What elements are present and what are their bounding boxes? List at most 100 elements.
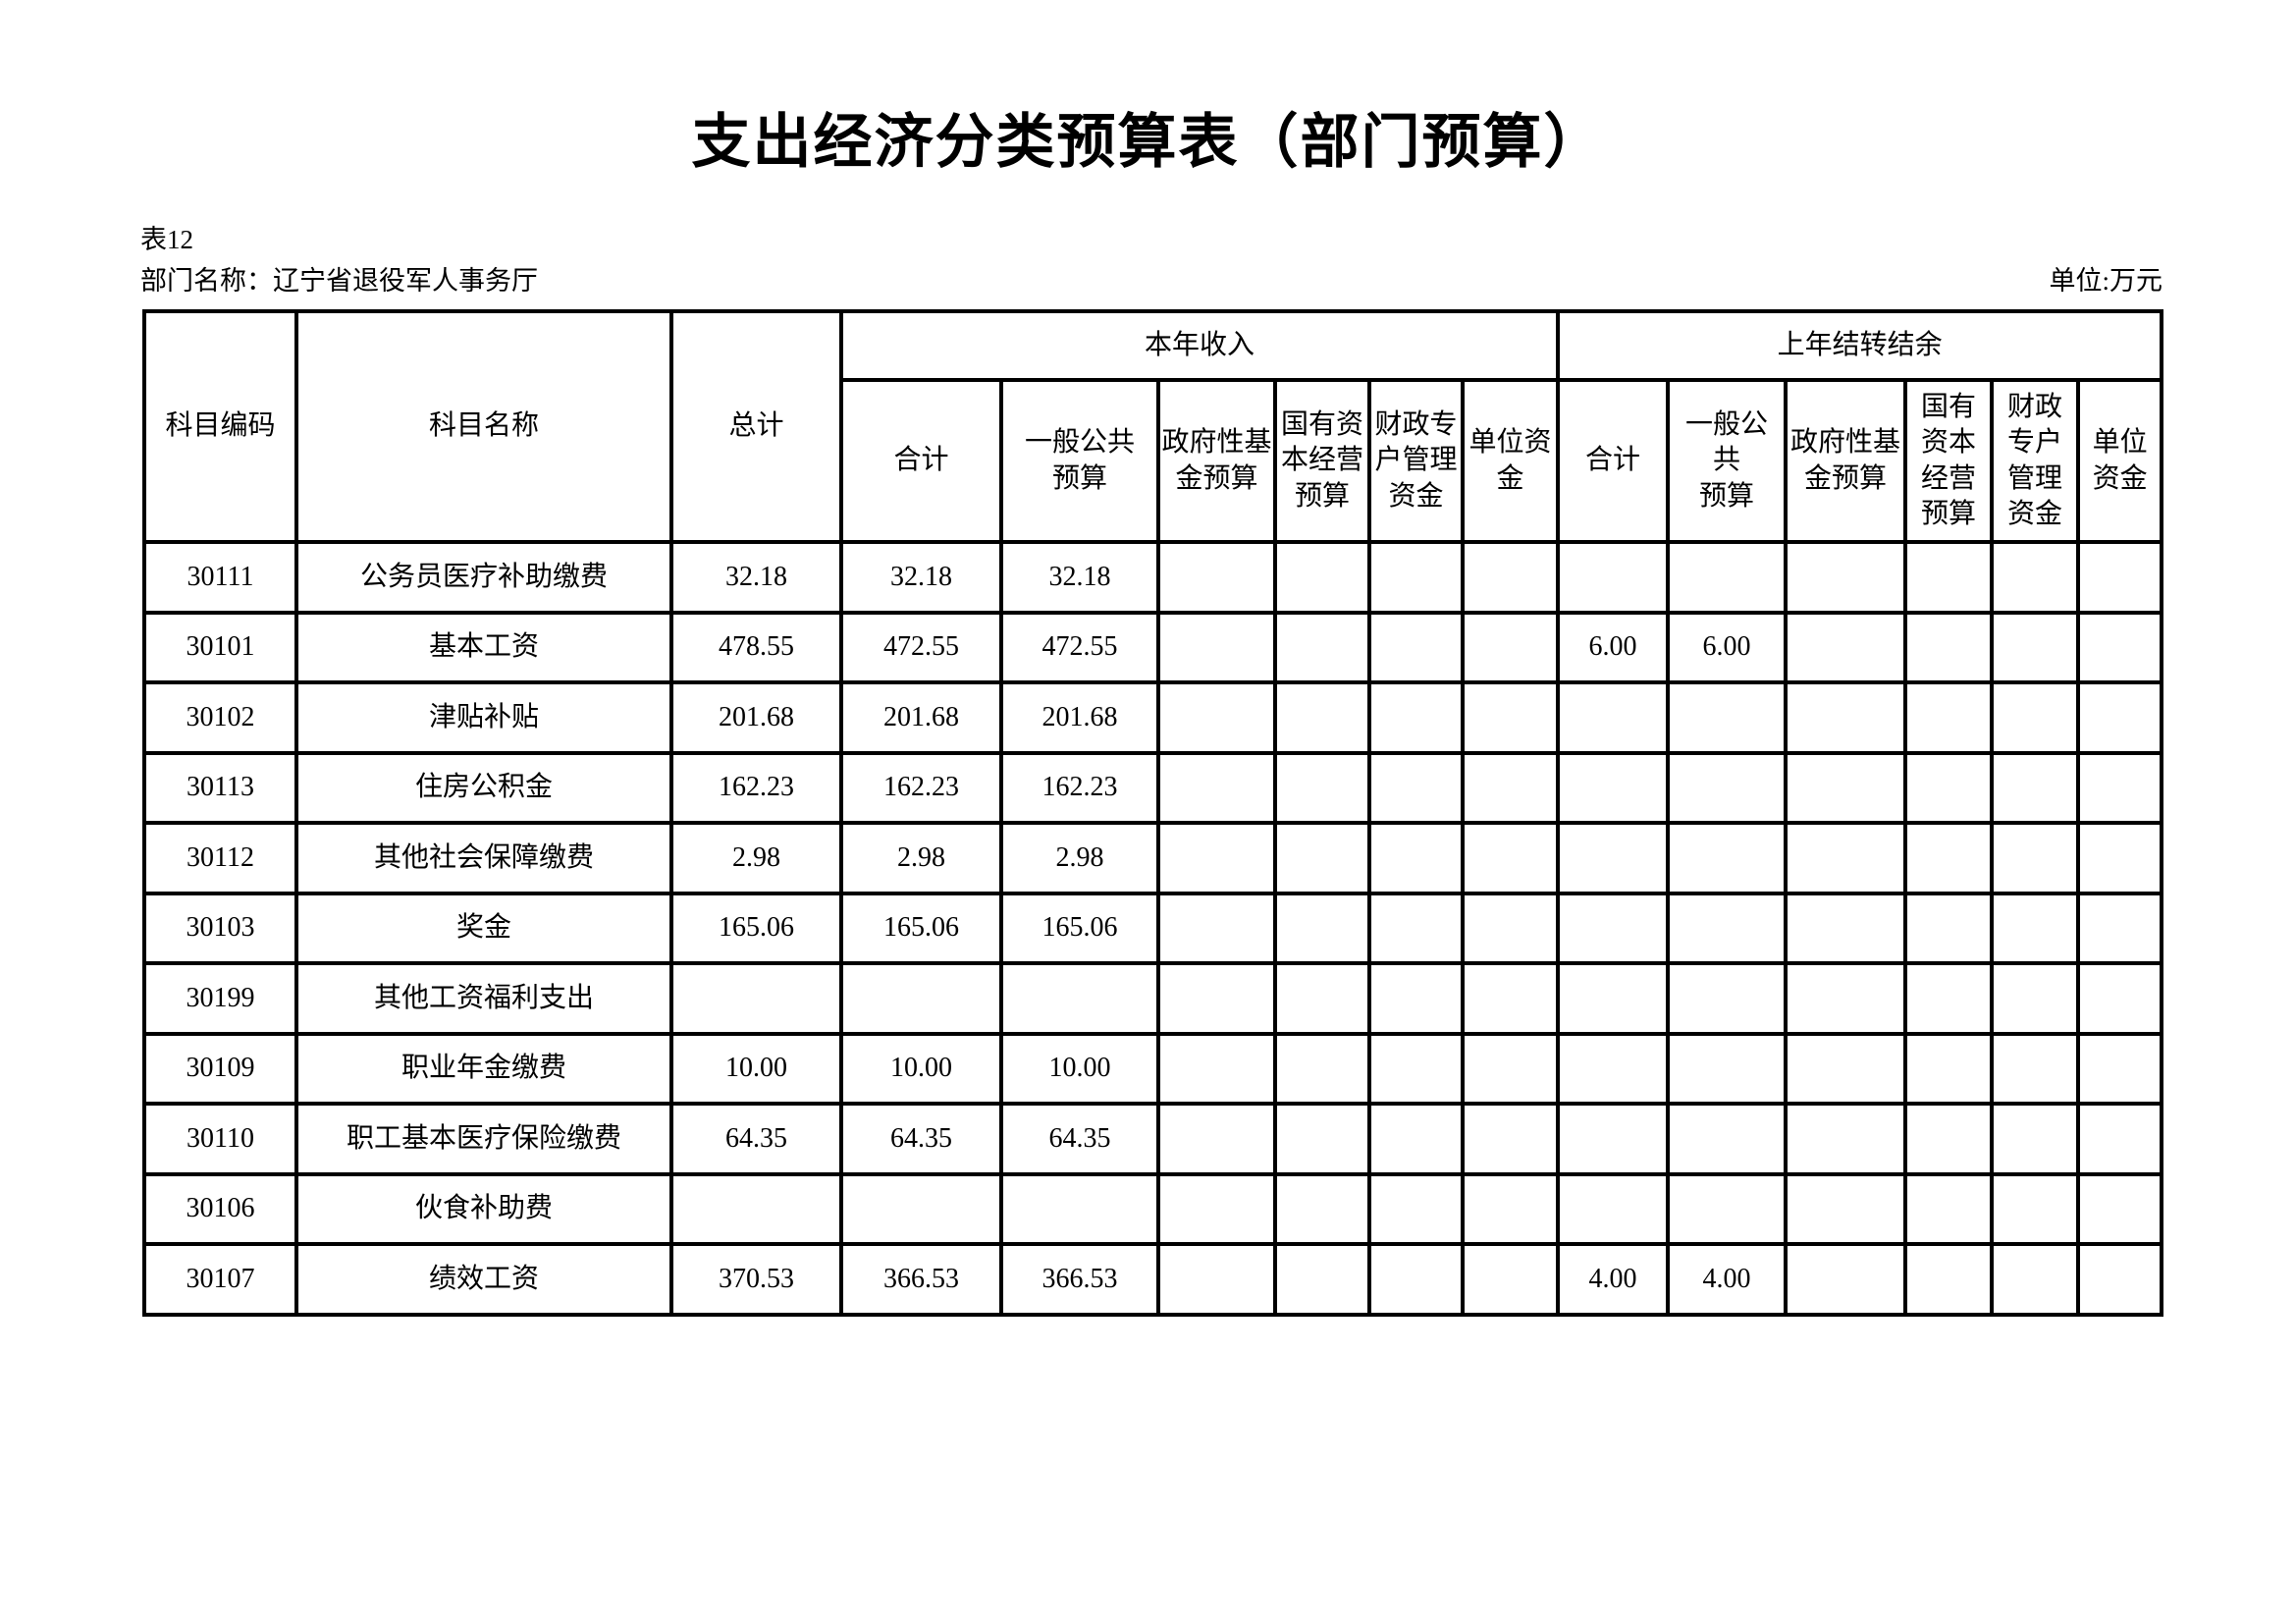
- cy-unit-funds-cell: [1460, 891, 1561, 966]
- ly-general-public-budget-cell: 4.00: [1666, 1242, 1789, 1317]
- ly-fiscal-special-account-cell: [1990, 961, 2081, 1036]
- cy-general-public-budget-cell: 162.23: [999, 750, 1160, 826]
- subject-name-cell: 职工基本医疗保险缴费: [294, 1102, 673, 1176]
- ly-government-fund-budget-cell: [1784, 610, 1908, 685]
- subject-code-cell: 30113: [142, 750, 298, 826]
- ly-unit-funds-cell: [2076, 540, 2164, 615]
- table-row: 30111 公务员医疗补助缴费 32.18 32.18 32.18: [142, 540, 2164, 615]
- grand-total-cell: [669, 1171, 843, 1247]
- cy-general-public-budget-cell: 366.53: [999, 1242, 1160, 1317]
- cy-total-cell: 10.00: [839, 1031, 1003, 1107]
- cy-unit-funds-header: 单位资 金: [1460, 378, 1561, 544]
- ly-state-capital-budget-header: 国有 资本 经营 预算: [1903, 378, 1995, 544]
- cy-government-fund-budget-cell: [1156, 961, 1277, 1036]
- cy-government-fund-budget-cell: [1156, 680, 1277, 755]
- ly-general-public-budget-cell: [1666, 821, 1789, 895]
- grand-total-cell: 478.55: [669, 610, 843, 685]
- grand-total-cell: 32.18: [669, 540, 843, 615]
- subject-code-cell: 30110: [142, 1102, 298, 1176]
- table-number-label: 表12: [140, 225, 193, 254]
- page-title: 支出经济分类预算表（部门预算）: [691, 110, 1605, 175]
- grand-total-cell: 64.35: [669, 1102, 843, 1176]
- ly-unit-funds-cell: [2076, 680, 2164, 755]
- cy-total-header: 合计: [839, 378, 1003, 544]
- cy-unit-funds-cell: [1460, 821, 1561, 895]
- ly-general-public-budget-cell: [1666, 540, 1789, 615]
- cy-unit-funds-cell: [1460, 540, 1561, 615]
- cy-unit-funds-cell: [1460, 1242, 1561, 1317]
- ly-unit-funds-header: 单位 资金: [2076, 378, 2164, 544]
- ly-general-public-budget-cell: [1666, 1102, 1789, 1176]
- cy-state-capital-budget-cell: [1273, 1031, 1371, 1107]
- ly-fiscal-special-account-header: 财政 专户 管理 资金: [1990, 378, 2081, 544]
- grand-total-cell: 2.98: [669, 821, 843, 895]
- ly-state-capital-budget-cell: [1903, 891, 1995, 966]
- ly-government-fund-budget-cell: [1784, 1171, 1908, 1247]
- ly-government-fund-budget-cell: [1784, 1242, 1908, 1317]
- cy-total-cell: 64.35: [839, 1102, 1003, 1176]
- cy-state-capital-budget-header: 国有资 本经营 预算: [1273, 378, 1371, 544]
- cy-state-capital-budget-cell: [1273, 680, 1371, 755]
- ly-government-fund-budget-header: 政府性基 金预算: [1784, 378, 1908, 544]
- subject-code-cell: 30109: [142, 1031, 298, 1107]
- cy-state-capital-budget-cell: [1273, 1171, 1371, 1247]
- table-row: 30107 绩效工资 370.53 366.53 366.53 4.00 4.0…: [142, 1242, 2164, 1317]
- header-grand-total: 总计: [669, 309, 843, 544]
- subject-name-cell: 住房公积金: [294, 750, 673, 826]
- subject-name-cell: 基本工资: [294, 610, 673, 685]
- unit-label: 单位:万元: [2049, 266, 2163, 296]
- table-row: 30103 奖金 165.06 165.06 165.06: [142, 891, 2164, 966]
- ly-unit-funds-cell: [2076, 1171, 2164, 1247]
- ly-state-capital-budget-cell: [1903, 1171, 1995, 1247]
- subject-name-cell: 职业年金缴费: [294, 1031, 673, 1107]
- ly-unit-funds-cell: [2076, 1102, 2164, 1176]
- cy-unit-funds-cell: [1460, 750, 1561, 826]
- ly-government-fund-budget-cell: [1784, 891, 1908, 966]
- cy-total-cell: 366.53: [839, 1242, 1003, 1317]
- grand-total-cell: 165.06: [669, 891, 843, 966]
- cy-fiscal-special-account-cell: [1367, 610, 1465, 685]
- ly-state-capital-budget-cell: [1903, 1031, 1995, 1107]
- cy-fiscal-special-account-cell: [1367, 1242, 1465, 1317]
- table-row: 30199 其他工资福利支出: [142, 961, 2164, 1036]
- ly-total-cell: 6.00: [1556, 610, 1671, 685]
- table-row: 30106 伙食补助费: [142, 1171, 2164, 1247]
- ly-government-fund-budget-cell: [1784, 540, 1908, 615]
- ly-general-public-budget-cell: [1666, 891, 1789, 966]
- cy-unit-funds-cell: [1460, 961, 1561, 1036]
- ly-state-capital-budget-cell: [1903, 1102, 1995, 1176]
- ly-fiscal-special-account-cell: [1990, 750, 2081, 826]
- subject-code-cell: 30106: [142, 1171, 298, 1247]
- header-carryover-group: 上年结转结余: [1556, 309, 2164, 382]
- header-subject-name: 科目名称: [294, 309, 673, 544]
- ly-state-capital-budget-cell: [1903, 750, 1995, 826]
- cy-state-capital-budget-cell: [1273, 540, 1371, 615]
- subject-name-cell: 奖金: [294, 891, 673, 966]
- table-row: 30112 其他社会保障缴费 2.98 2.98 2.98: [142, 821, 2164, 895]
- ly-total-cell: [1556, 891, 1671, 966]
- ly-fiscal-special-account-cell: [1990, 1242, 2081, 1317]
- cy-government-fund-budget-cell: [1156, 1102, 1277, 1176]
- ly-state-capital-budget-cell: [1903, 680, 1995, 755]
- table-row: 30102 津贴补贴 201.68 201.68 201.68: [142, 680, 2164, 755]
- cy-government-fund-budget-cell: [1156, 610, 1277, 685]
- ly-unit-funds-cell: [2076, 821, 2164, 895]
- subject-code-cell: 30102: [142, 680, 298, 755]
- cy-fiscal-special-account-cell: [1367, 1171, 1465, 1247]
- ly-government-fund-budget-cell: [1784, 1102, 1908, 1176]
- ly-total-cell: [1556, 961, 1671, 1036]
- cy-total-cell: 162.23: [839, 750, 1003, 826]
- cy-general-public-budget-cell: 165.06: [999, 891, 1160, 966]
- ly-unit-funds-cell: [2076, 1242, 2164, 1317]
- cy-fiscal-special-account-cell: [1367, 821, 1465, 895]
- cy-total-cell: 2.98: [839, 821, 1003, 895]
- ly-unit-funds-cell: [2076, 891, 2164, 966]
- budget-table: 科目编码 科目名称 总计 本年收入 上年结转结余 合计 一般公共 预算 政府性基…: [142, 309, 2164, 1317]
- ly-unit-funds-cell: [2076, 961, 2164, 1036]
- ly-general-public-budget-cell: [1666, 680, 1789, 755]
- cy-state-capital-budget-cell: [1273, 891, 1371, 966]
- cy-unit-funds-cell: [1460, 610, 1561, 685]
- cy-state-capital-budget-cell: [1273, 610, 1371, 685]
- ly-government-fund-budget-cell: [1784, 1031, 1908, 1107]
- subject-code-cell: 30101: [142, 610, 298, 685]
